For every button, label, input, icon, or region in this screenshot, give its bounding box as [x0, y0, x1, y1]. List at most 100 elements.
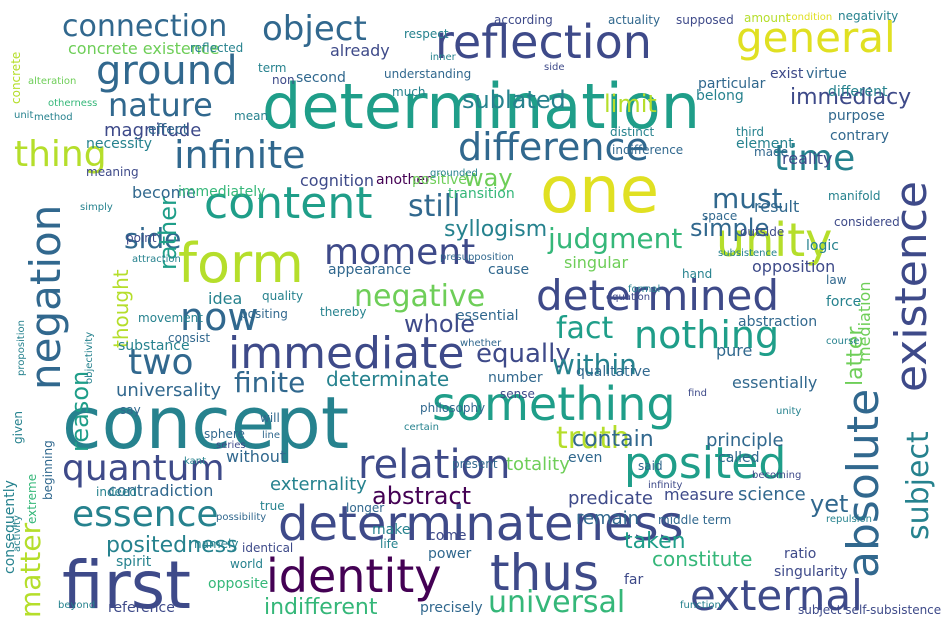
word-subject-self-subsistence: subject self-subsistence: [798, 603, 941, 617]
word-connection: connection: [62, 9, 227, 44]
word-space: space: [702, 209, 737, 223]
word-attraction: attraction: [132, 254, 181, 265]
word-transition: transition: [448, 186, 515, 202]
word-content: content: [204, 178, 372, 229]
word-power: power: [428, 546, 472, 562]
word-qualitative: qualitative: [576, 364, 650, 380]
word-within: within: [552, 348, 637, 381]
word-said: said: [638, 459, 663, 473]
word-magnitude: magnitude: [104, 120, 201, 141]
word-become: become: [132, 183, 196, 202]
word-ratio: ratio: [784, 546, 816, 562]
word-say: say: [120, 403, 141, 417]
word-objectivity: objectivity: [84, 332, 95, 384]
word-unity-small: unity: [776, 406, 801, 417]
word-quality: quality: [262, 289, 303, 303]
word-make: make: [372, 522, 410, 538]
word-indifference: indifference: [612, 143, 683, 157]
word-something: something: [432, 377, 676, 431]
word-judgment: judgment: [547, 222, 682, 255]
word-reflected: reflected: [190, 41, 243, 55]
word-sense: sense: [500, 387, 535, 401]
word-necessity: necessity: [86, 136, 152, 152]
word-distinct: distinct: [610, 125, 654, 139]
word-movement: movement: [138, 311, 203, 325]
word-effect: effect: [148, 122, 189, 138]
word-reason: reason: [66, 371, 94, 452]
word-still: still: [408, 189, 460, 224]
word-supposed: supposed: [676, 13, 734, 27]
word-negativity: negativity: [838, 9, 898, 23]
word-limit: limit: [604, 90, 657, 118]
word-matter: matter: [14, 522, 47, 618]
word-point: point: [126, 231, 157, 245]
word-side-small: side: [544, 62, 565, 73]
word-constitute: constitute: [652, 547, 752, 571]
word-longer: longer: [346, 501, 384, 515]
word-latter: latter: [843, 326, 868, 386]
word-moment: moment: [324, 232, 475, 273]
word-respect: respect: [404, 27, 449, 41]
word-thought: thought: [109, 269, 133, 348]
word-determination: determination: [262, 70, 700, 143]
word-given: given: [11, 411, 25, 444]
word-appearance: appearance: [328, 262, 411, 278]
word-will: will: [260, 411, 280, 425]
word-syllogism: syllogism: [444, 217, 547, 242]
word-universality: universality: [116, 380, 221, 401]
word-positive: positive: [412, 172, 467, 188]
word-law: law: [826, 273, 847, 287]
word-repulsion: repulsion: [826, 514, 872, 525]
word-externality: externality: [270, 474, 367, 495]
word-infinite: infinite: [174, 133, 306, 177]
word-determinateness: determinateness: [278, 496, 684, 552]
word-fact: fact: [556, 311, 613, 346]
word-activity: activity: [12, 515, 23, 552]
word-taken: taken: [624, 529, 686, 554]
word-subject: subject: [901, 431, 936, 540]
word-unity: unity: [716, 213, 832, 267]
word-cognition: cognition: [300, 171, 374, 190]
word-beginning: beginning: [41, 440, 55, 500]
word-called: called: [718, 450, 760, 466]
word-relation: relation: [358, 442, 510, 488]
word-manifold: manifold: [828, 189, 881, 203]
word-amount: amount: [744, 11, 791, 25]
word-remain: remain: [576, 508, 639, 529]
word-actuality: actuality: [608, 13, 660, 27]
word-consequently: consequently: [2, 480, 18, 574]
word-thus: thus: [490, 544, 599, 602]
word-world: world: [230, 557, 263, 571]
word-understanding: understanding: [384, 67, 471, 81]
word-abstract: abstract: [372, 482, 471, 510]
word-determined: determined: [536, 271, 779, 320]
word-made: made: [754, 145, 788, 159]
word-result: result: [754, 197, 799, 216]
word-element: element: [736, 136, 794, 152]
word-external: external: [690, 571, 863, 620]
word-measure: measure: [664, 485, 734, 504]
word-opposite: opposite: [208, 576, 268, 592]
word-inner: inner: [430, 52, 457, 63]
word-kant: kant: [184, 456, 206, 467]
word-concrete: concrete: [9, 52, 23, 104]
word-essential: essential: [456, 308, 519, 324]
word-non: non: [272, 73, 295, 87]
word-one: one: [540, 154, 659, 228]
word-condition: condition: [786, 12, 832, 23]
word-without: without: [226, 447, 286, 466]
word-method: method: [34, 112, 73, 123]
word-essentially: essentially: [732, 373, 817, 392]
word-already: already: [330, 41, 390, 60]
word-immediately: immediately: [178, 184, 265, 200]
word-principle: principle: [706, 430, 784, 451]
word-certain: certain: [404, 422, 439, 433]
word-must: must: [712, 182, 783, 215]
word-whole: whole: [404, 310, 475, 338]
word-pure: pure: [716, 341, 752, 360]
word-abstraction: abstraction: [738, 314, 817, 330]
word-reflection: reflection: [435, 15, 652, 69]
word-difference: difference: [458, 125, 649, 169]
word-exist: exist: [770, 66, 804, 82]
